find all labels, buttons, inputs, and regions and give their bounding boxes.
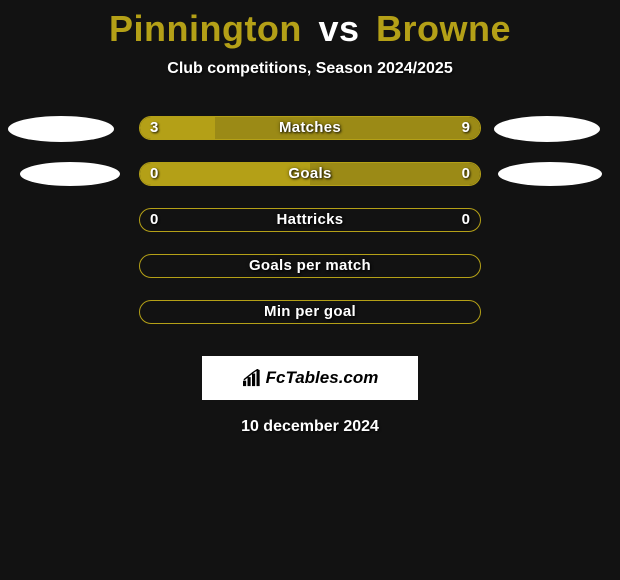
- stat-value-left: 3: [150, 119, 158, 136]
- page-title: Pinnington vs Browne: [0, 0, 620, 50]
- title-vs: vs: [318, 8, 359, 49]
- stat-label: Matches: [140, 119, 480, 136]
- stat-label: Min per goal: [140, 303, 480, 320]
- stat-bar: Matches3 9: [139, 116, 481, 140]
- stat-bar: Goals per match: [139, 254, 481, 278]
- stat-row: Goals0 0: [0, 162, 620, 208]
- stat-row: Goals per match: [0, 254, 620, 300]
- stat-value-right: 0: [462, 211, 470, 228]
- brand-label: FcTables.com: [242, 368, 379, 388]
- comparison-chart: Matches39Goals00Hattricks00Goals per mat…: [0, 116, 620, 346]
- player1-badge: [20, 162, 120, 186]
- stat-label: Goals: [140, 165, 480, 182]
- stat-row: Min per goal: [0, 300, 620, 346]
- stat-value-right: 9: [462, 119, 470, 136]
- stat-bar: Goals0 0: [139, 162, 481, 186]
- title-player2: Browne: [376, 8, 511, 49]
- brand-text: FcTables.com: [266, 368, 379, 388]
- stat-bar: Min per goal: [139, 300, 481, 324]
- player2-badge: [498, 162, 602, 186]
- stat-label: Hattricks: [140, 211, 480, 228]
- stat-row: Matches3 9: [0, 116, 620, 162]
- title-player1: Pinnington: [109, 8, 302, 49]
- bars-icon: [242, 369, 262, 387]
- date-label: 10 december 2024: [0, 418, 620, 436]
- stat-value-left: 0: [150, 211, 158, 228]
- player2-badge: [494, 116, 600, 142]
- stat-bar: Hattricks0 0: [139, 208, 481, 232]
- subtitle: Club competitions, Season 2024/2025: [0, 60, 620, 78]
- stat-value-right: 0: [462, 165, 470, 182]
- stat-value-left: 0: [150, 165, 158, 182]
- player1-badge: [8, 116, 114, 142]
- brand-box: FcTables.com: [202, 356, 418, 400]
- stat-row: Hattricks0 0: [0, 208, 620, 254]
- stat-label: Goals per match: [140, 257, 480, 274]
